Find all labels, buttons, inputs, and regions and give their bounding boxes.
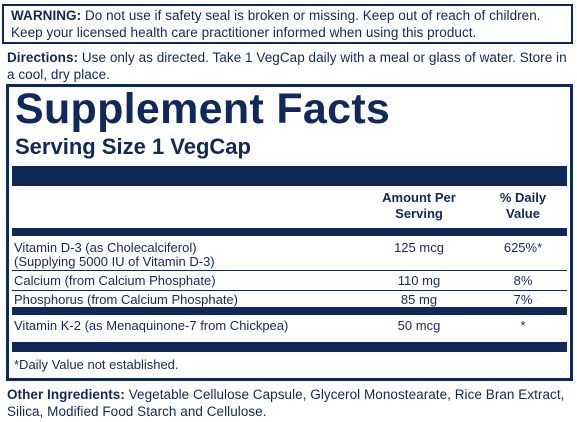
warning-text-1: Do not use if safety seal is broken or m… — [81, 8, 541, 23]
other-ingredients-label: Other Ingredients: — [7, 387, 125, 402]
warning-label: WARNING: — [11, 8, 82, 23]
warning-line-1: WARNING: Do not use if safety seal is br… — [11, 7, 565, 24]
table-row-vitamin-d3-name: Vitamin D-3 (as Cholecalciferol) — [14, 240, 197, 255]
column-header-rule — [12, 228, 567, 236]
supplement-facts-panel: Supplement Facts Serving Size 1 VegCap A… — [6, 84, 573, 381]
table-row-vitamin-d3-dv: 625%* — [503, 240, 543, 255]
column-dv-line-2: Value — [506, 206, 540, 221]
column-amount-line-2: Serving — [395, 206, 443, 221]
table-row-calcium-name: Calcium (from Calcium Phosphate) — [14, 273, 216, 288]
other-ingredients: Other Ingredients: Vegetable Cellulose C… — [7, 386, 577, 420]
header-bar — [12, 166, 567, 186]
table-row-vitamin-k2-amount: 50 mcg — [397, 318, 441, 333]
column-amount-header: Amount Per Serving — [374, 190, 464, 222]
serving-size: Serving Size 1 VegCap — [15, 134, 251, 159]
row-divider — [12, 290, 567, 291]
table-row-vitamin-d3-sub: (Supplying 5000 IU of Vitamin D-3) — [14, 254, 215, 269]
directions: Directions: Use only as directed. Take 1… — [7, 49, 573, 83]
facts-title: Supplement Facts — [15, 85, 391, 133]
table-row-phosphorus-name: Phosphorus (from Calcium Phosphate) — [14, 292, 238, 307]
table-row-phosphorus-amount: 85 mg — [400, 292, 438, 307]
footnote: *Daily Value not established. — [14, 357, 179, 372]
directions-text: Use only as directed. Take 1 VegCap dail… — [7, 50, 567, 82]
column-dv-line-1: % Daily — [499, 190, 547, 205]
table-row-vitamin-d3-amount: 125 mcg — [394, 240, 444, 255]
footnote-rule — [12, 342, 567, 352]
other-ingredients-text: Vegetable Cellulose Capsule, Glycerol Mo… — [7, 387, 565, 419]
column-dv-header: % Daily Value — [487, 190, 559, 222]
row-group-rule — [12, 307, 567, 315]
warning-line-2: Keep your licensed health care practitio… — [11, 25, 477, 40]
row-divider — [12, 270, 567, 271]
table-row-calcium-dv: 8% — [513, 273, 533, 288]
warning-box: WARNING: Do not use if safety seal is br… — [2, 4, 573, 44]
table-row-phosphorus-dv: 7% — [513, 292, 533, 307]
column-amount-line-1: Amount Per — [382, 190, 456, 205]
table-row-calcium-amount: 110 mg — [397, 273, 441, 288]
table-row-vitamin-k2-dv: * — [520, 318, 526, 333]
table-row-vitamin-k2-name: Vitamin K-2 (as Menaquinone-7 from Chick… — [14, 318, 289, 333]
directions-label: Directions: — [7, 50, 79, 65]
